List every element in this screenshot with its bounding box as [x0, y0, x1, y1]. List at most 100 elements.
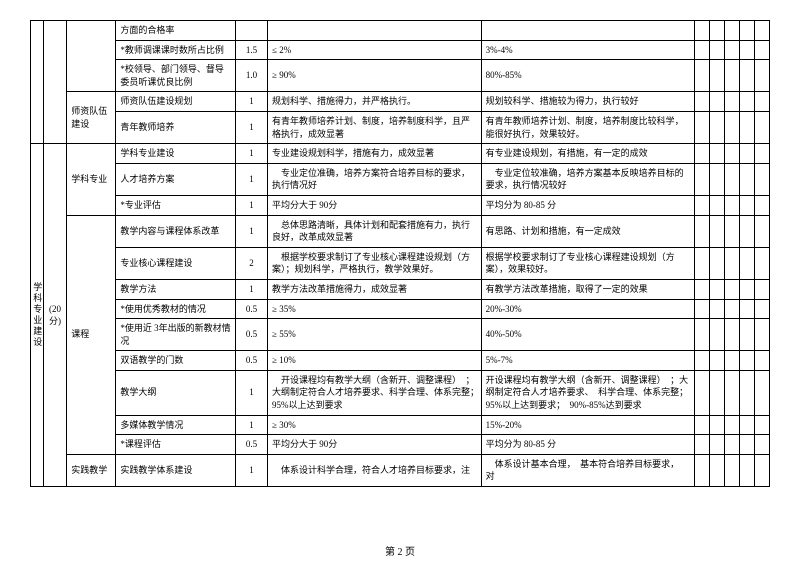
table-row: *专业评估1平均分大于 90分平均分为 80-85 分 [31, 195, 770, 215]
empty-cell [725, 299, 740, 319]
empty-cell [695, 299, 710, 319]
item-name: 人才培养方案 [116, 163, 236, 195]
criteria-b: 根据学校要求制订了专业核心课程建设规划（方案），效果较好。 [481, 247, 695, 279]
empty-cell [740, 163, 755, 195]
table-row: 教学大纲1 开设课程均有教学大纲（含新开、调整课程） ；大纲制定符合人才培养要求… [31, 370, 770, 415]
item-score: 1 [236, 415, 268, 435]
table-row: 人才培养方案1 专业定位准确，培养方案符合培养目标的要求，执行情况好 专业定位较… [31, 163, 770, 195]
empty-cell [740, 351, 755, 371]
empty-cell [725, 454, 740, 486]
empty-cell [710, 111, 725, 143]
category-cell: 实践教学 [67, 454, 116, 486]
empty-cell [710, 40, 725, 60]
empty-cell [695, 415, 710, 435]
empty-cell [754, 40, 769, 60]
empty-cell [740, 144, 755, 164]
criteria-b: 体系设计基本合理， 基本符合培养目标要求， 对 [481, 454, 695, 486]
criteria-a: 专业定位准确，培养方案符合培养目标的要求，执行情况好 [268, 163, 482, 195]
empty-cell [740, 60, 755, 92]
item-score [236, 21, 268, 41]
empty-cell [725, 319, 740, 351]
item-score: 0.5 [236, 319, 268, 351]
empty-cell [710, 299, 725, 319]
criteria-a: ≥ 55% [268, 319, 482, 351]
item-name: 实践教学体系建设 [116, 454, 236, 486]
table-row: 双语教学的门数0.5≥ 10%5%-7% [31, 351, 770, 371]
empty-cell [740, 435, 755, 455]
criteria-b: 平均分为 80-85 分 [481, 195, 695, 215]
criteria-b: 有专业建设规划，有措施，有一定的成效 [481, 144, 695, 164]
empty-cell [725, 144, 740, 164]
item-score: 0.5 [236, 435, 268, 455]
item-score: 1 [236, 454, 268, 486]
criteria-a [268, 21, 482, 41]
table-row: 方面的合格率 [31, 21, 770, 41]
side-blank [43, 21, 66, 144]
criteria-a: 有青年教师培养计划、制度，培养制度科学，且严格执行，成效显著 [268, 111, 482, 143]
criteria-a: 平均分大于 90分 [268, 195, 482, 215]
empty-cell [740, 92, 755, 112]
criteria-a: ≥ 10% [268, 351, 482, 371]
item-score: 1 [236, 215, 268, 247]
empty-cell [710, 92, 725, 112]
category-cell: 学科专业 [67, 144, 116, 215]
empty-cell [695, 60, 710, 92]
item-name: *课程评估 [116, 435, 236, 455]
empty-cell [725, 215, 740, 247]
criteria-a: 体系设计科学合理，符合人才培养目标要求，注 [268, 454, 482, 486]
item-score: 1 [236, 111, 268, 143]
empty-cell [740, 111, 755, 143]
empty-cell [710, 351, 725, 371]
empty-cell [695, 319, 710, 351]
criteria-a: 开设课程均有教学大纲（含新开、调整课程） ；大纲制定符合人才培养要求、科学合理、… [268, 370, 482, 415]
empty-cell [754, 247, 769, 279]
criteria-a: 根据学校要求制订了专业核心课程建设规划（方案）；规划科学，严格执行，教学效果好。 [268, 247, 482, 279]
criteria-a: 专业建设规划科学，措施有力，成效显著 [268, 144, 482, 164]
empty-cell [754, 279, 769, 299]
criteria-b: 5%-7% [481, 351, 695, 371]
table-row: 多媒体教学情况1≥ 30%15%-20% [31, 415, 770, 435]
side-blank [31, 21, 44, 144]
empty-cell [710, 215, 725, 247]
empty-cell [754, 111, 769, 143]
empty-cell [695, 21, 710, 41]
empty-cell [754, 92, 769, 112]
item-name: 师资队伍建设规划 [116, 92, 236, 112]
criteria-a: ≥ 30% [268, 415, 482, 435]
empty-cell [695, 215, 710, 247]
item-name: 教学内容与课程体系改革 [116, 215, 236, 247]
empty-cell [740, 299, 755, 319]
empty-cell [710, 415, 725, 435]
item-score: 1 [236, 279, 268, 299]
item-score: 1 [236, 92, 268, 112]
item-score: 0.5 [236, 351, 268, 371]
empty-cell [695, 144, 710, 164]
empty-cell [710, 370, 725, 415]
criteria-b: 20%-30% [481, 299, 695, 319]
empty-cell [695, 40, 710, 60]
item-name: 专业核心课程建设 [116, 247, 236, 279]
section-label: 学科专业建设 [31, 144, 44, 487]
table-row: *使用近 3年出版的新教材情况0.5≥ 55%40%-50% [31, 319, 770, 351]
empty-cell [710, 279, 725, 299]
criteria-b: 有思路、计划和措施，有一定成效 [481, 215, 695, 247]
category-cell: 课程 [67, 215, 116, 454]
table-row: 专业核心课程建设2 根据学校要求制订了专业核心课程建设规划（方案）；规划科学，严… [31, 247, 770, 279]
empty-cell [740, 247, 755, 279]
criteria-b: 有青年教师培养计划、制度，培养制度比较科学，能很好执行，效果较好。 [481, 111, 695, 143]
item-score: 2 [236, 247, 268, 279]
item-name: *专业评估 [116, 195, 236, 215]
empty-cell [754, 21, 769, 41]
empty-cell [710, 319, 725, 351]
table-row: 课程教学内容与课程体系改革1 总体思路清晰，具体计划和配套措施有力，执行良好，改… [31, 215, 770, 247]
empty-cell [725, 279, 740, 299]
item-name: 方面的合格率 [116, 21, 236, 41]
table-row: *教师调课课时数所占比例1.5≤ 2%3%-4% [31, 40, 770, 60]
criteria-b: 专业定位较准确，培养方案基本反映培养目标的要求，执行情况较好 [481, 163, 695, 195]
criteria-b: 有教学方法改革措施，取得了一定的效果 [481, 279, 695, 299]
empty-cell [695, 163, 710, 195]
empty-cell [725, 351, 740, 371]
empty-cell [754, 370, 769, 415]
empty-cell [710, 21, 725, 41]
empty-cell [740, 279, 755, 299]
